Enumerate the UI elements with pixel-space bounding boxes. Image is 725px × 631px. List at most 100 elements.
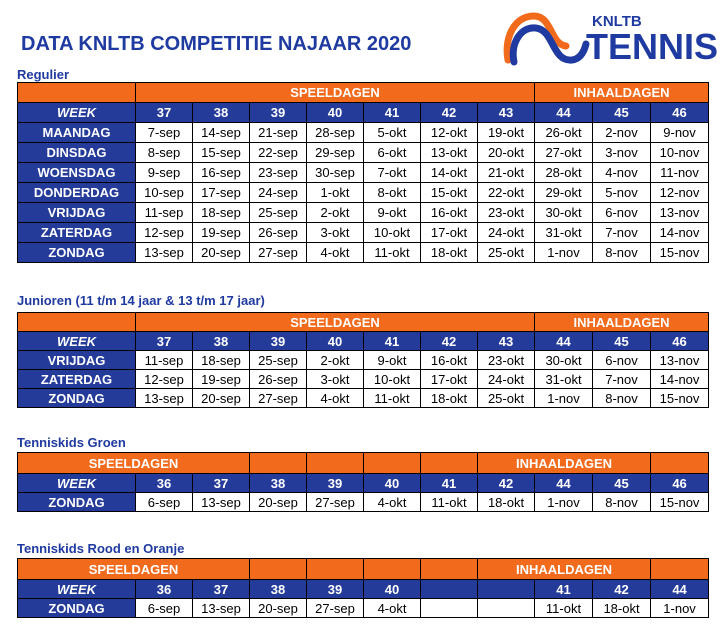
week-number (477, 579, 536, 599)
date-cell: 11-sep (135, 202, 193, 223)
date-cell: 31-okt (534, 369, 594, 389)
header-spacer (650, 558, 710, 580)
date-cell: 1-nov (534, 388, 594, 408)
header-spacer (420, 452, 479, 474)
date-cell: 25-sep (249, 202, 307, 223)
date-cell: 13-sep (135, 388, 193, 408)
speeldagen-header: SPEELDAGEN (16, 452, 251, 474)
date-cell: 5-okt (363, 122, 421, 143)
date-cell: 1-okt (306, 182, 364, 203)
date-cell: 6-nov (592, 350, 652, 370)
date-cell: 24-okt (476, 369, 536, 389)
date-cell: 17-okt (420, 222, 478, 243)
week-number: 41 (363, 331, 421, 351)
date-cell: 27-sep (249, 388, 307, 408)
week-number: 39 (249, 331, 307, 351)
week-row: WEEK 37 38 39 40 41 42 43 44 45 46 (17, 102, 710, 123)
date-cell: 20-sep (249, 598, 308, 618)
date-cell: 23-sep (249, 162, 307, 183)
date-cell: 8-nov (592, 492, 652, 512)
week-number: 36 (135, 473, 193, 493)
date-cell: 13-sep (191, 492, 251, 512)
date-cell: 4-okt (306, 242, 364, 263)
date-cell: 8-okt (363, 182, 421, 203)
week-number: 37 (191, 473, 251, 493)
date-cell: 15-nov (650, 242, 710, 263)
date-cell: 4-nov (592, 162, 652, 183)
date-cell: 15-nov (650, 492, 710, 512)
header-corner (17, 312, 136, 332)
week-number: 44 (534, 102, 594, 123)
table-row: ZATERDAG 12-sep 19-sep 26-sep 3-okt 10-o… (17, 369, 710, 389)
week-number: 44 (650, 579, 710, 599)
date-cell: 27-sep (249, 242, 307, 263)
week-number (420, 579, 479, 599)
date-cell: 12-okt (420, 122, 478, 143)
date-cell: 15-sep (192, 142, 250, 163)
week-number: 46 (650, 102, 710, 123)
date-cell: 22-sep (249, 142, 307, 163)
inhaaldagen-header: INHAALDAGEN (477, 452, 652, 474)
section-title-groen: Tenniskids Groen (17, 435, 126, 450)
date-cell: 17-okt (420, 369, 478, 389)
logo-knltb-text: KNLTB (592, 13, 642, 30)
date-cell: 5-nov (592, 182, 652, 203)
section-title-junioren: Junioren (11 t/m 14 jaar & 13 t/m 17 jaa… (17, 293, 265, 308)
date-cell: 9-okt (363, 202, 421, 223)
week-number: 40 (306, 331, 364, 351)
logo-tennis-text: TENNIS (586, 26, 719, 67)
date-cell: 23-okt (476, 350, 536, 370)
header-spacer (306, 452, 365, 474)
schedule-table-groen: SPEELDAGEN INHAALDAGEN WEEK 36 37 38 39 … (16, 452, 710, 512)
inhaaldagen-header: INHAALDAGEN (534, 82, 710, 103)
date-cell: 20-okt (476, 142, 536, 163)
week-number: 43 (476, 102, 536, 123)
date-cell: 1-nov (534, 492, 594, 512)
header-row: SPEELDAGEN INHAALDAGEN (17, 312, 710, 332)
date-cell: 19-sep (192, 222, 250, 243)
date-cell: 6-okt (363, 142, 421, 163)
header-spacer (306, 558, 365, 580)
date-cell: 9-sep (135, 162, 193, 183)
date-cell: 30-sep (306, 162, 364, 183)
date-cell: 2-okt (306, 202, 364, 223)
section-title-rood-oranje: Tenniskids Rood en Oranje (17, 541, 185, 556)
day-label: ZATERDAG (17, 369, 136, 389)
tennis-swoosh-icon (503, 12, 590, 66)
week-number: 39 (306, 579, 365, 599)
week-number: 44 (534, 473, 594, 493)
date-cell: 18-okt (420, 388, 478, 408)
date-cell: 22-okt (476, 182, 536, 203)
week-number: 41 (420, 473, 479, 493)
date-cell: 11-okt (363, 242, 421, 263)
week-label: WEEK (17, 579, 136, 599)
day-label: ZATERDAG (17, 222, 136, 243)
date-cell: 11-okt (363, 388, 421, 408)
date-cell: 2-nov (592, 122, 652, 143)
date-cell: 1-nov (534, 242, 594, 263)
date-cell: 12-sep (135, 369, 193, 389)
date-cell: 18-okt (420, 242, 478, 263)
table-row: ZATERDAG 12-sep 19-sep 26-sep 3-okt 10-o… (17, 222, 710, 243)
header-spacer (420, 558, 479, 580)
schedule-table-regulier: SPEELDAGEN INHAALDAGEN WEEK 37 38 39 40 … (17, 82, 710, 263)
date-cell: 18-okt (592, 598, 652, 618)
date-cell: 24-okt (476, 222, 536, 243)
table-row: ZONDAG 6-sep 13-sep 20-sep 27-sep 4-okt … (17, 598, 710, 618)
date-cell: 13-sep (191, 598, 251, 618)
date-cell: 10-okt (363, 369, 421, 389)
week-number: 45 (592, 473, 652, 493)
date-cell: 11-okt (534, 598, 594, 618)
table-row: MAANDAG 7-sep 14-sep 21-sep 28-sep 5-okt… (17, 122, 710, 143)
day-label: VRIJDAG (17, 350, 136, 370)
date-cell: 19-okt (476, 122, 536, 143)
date-cell: 26-sep (249, 222, 307, 243)
date-cell: 25-sep (249, 350, 307, 370)
speeldagen-header: SPEELDAGEN (134, 82, 536, 103)
table-row: DINSDAG 8-sep 15-sep 22-sep 29-sep 6-okt… (17, 142, 710, 163)
date-cell: 2-okt (306, 350, 364, 370)
date-cell: 20-sep (192, 242, 250, 263)
week-number: 42 (477, 473, 536, 493)
date-cell: 31-okt (534, 222, 594, 243)
inhaaldagen-header: INHAALDAGEN (534, 312, 710, 332)
